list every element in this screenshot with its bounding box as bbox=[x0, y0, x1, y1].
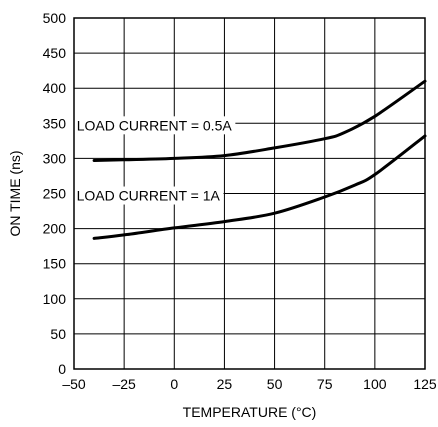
x-tick-label: 75 bbox=[317, 376, 333, 392]
x-axis-label: TEMPERATURE (°C) bbox=[183, 404, 317, 420]
series-label-2: LOAD CURRENT = 1A bbox=[77, 188, 221, 204]
x-tick-label: –50 bbox=[62, 376, 86, 392]
series-labels: LOAD CURRENT = 0.5A LOAD CURRENT = 1A bbox=[73, 116, 236, 205]
x-tick-label: 25 bbox=[217, 376, 233, 392]
y-tick-label: 0 bbox=[58, 361, 66, 377]
x-tick-label: 50 bbox=[267, 376, 283, 392]
y-tick-label: 300 bbox=[43, 150, 67, 166]
y-tick-label: 350 bbox=[43, 115, 67, 131]
series-label-background bbox=[73, 116, 236, 135]
series-label-1: LOAD CURRENT = 0.5A bbox=[77, 117, 233, 133]
y-tick-label: 400 bbox=[43, 80, 67, 96]
y-tick-label: 450 bbox=[43, 45, 67, 61]
series-line-2 bbox=[92, 134, 427, 240]
series-line-1 bbox=[92, 79, 427, 162]
y-tick-label: 50 bbox=[50, 326, 66, 342]
series-label-background bbox=[73, 186, 224, 205]
grid bbox=[73, 17, 426, 370]
y-tick-label: 250 bbox=[43, 186, 67, 202]
x-tick-label: 100 bbox=[363, 376, 387, 392]
y-tick-label: 100 bbox=[43, 291, 67, 307]
x-tick-label: 0 bbox=[170, 376, 178, 392]
y-tick-label: 200 bbox=[43, 221, 67, 237]
y-axis-label: ON TIME (ns) bbox=[7, 150, 23, 236]
x-tick-label: 125 bbox=[413, 376, 437, 392]
y-tick-label: 500 bbox=[43, 10, 67, 26]
y-tick-labels: 0 50 100 150 200 250 300 350 400 450 500 bbox=[43, 10, 67, 377]
x-tick-labels: –50 –25 0 25 50 75 100 125 bbox=[62, 376, 437, 392]
x-tick-label: –25 bbox=[112, 376, 136, 392]
plot-frame bbox=[73, 17, 426, 370]
curves bbox=[92, 79, 427, 240]
y-tick-label: 150 bbox=[43, 256, 67, 272]
